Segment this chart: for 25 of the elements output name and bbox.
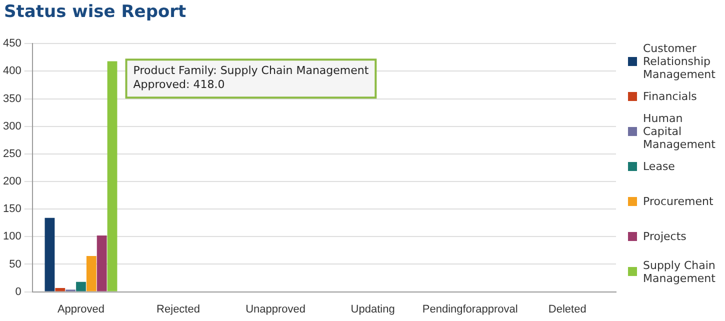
legend-label: Lease bbox=[643, 160, 675, 173]
x-tick-label: Rejected bbox=[156, 303, 200, 316]
x-tick-label: Updating bbox=[350, 303, 395, 316]
x-tick-label: Deleted bbox=[548, 303, 586, 316]
y-tick-label: 100 bbox=[2, 230, 22, 243]
y-tick-label: 200 bbox=[2, 176, 22, 188]
legend-label: Projects bbox=[643, 230, 686, 243]
y-tick-label: 400 bbox=[2, 65, 22, 78]
x-tick-label: Pendingforapproval bbox=[422, 303, 518, 316]
x-tick-label: Unapproved bbox=[246, 303, 306, 316]
y-tick-label: 50 bbox=[9, 258, 22, 270]
y-tick-label: 250 bbox=[2, 148, 22, 160]
legend-label: Supply Chain Management bbox=[643, 258, 716, 284]
y-tick-label: 150 bbox=[2, 203, 22, 216]
chart-title: Status wise Report bbox=[4, 2, 186, 22]
legend-label: Human Capital Management bbox=[643, 112, 716, 151]
y-tick-label: 0 bbox=[15, 286, 22, 298]
legend-label: Procurement bbox=[643, 195, 714, 208]
legend-label: Financials bbox=[643, 90, 697, 103]
legend-label: Customer Relationship Management bbox=[643, 42, 716, 81]
x-tick-label: Approved bbox=[57, 303, 105, 316]
y-tick-label: 450 bbox=[2, 38, 22, 50]
y-tick-label: 300 bbox=[2, 120, 22, 132]
annotation: Product Family: Supply Chain Management Approved: 418.0 bbox=[133, 64, 370, 91]
y-tick-label: 350 bbox=[2, 92, 22, 105]
